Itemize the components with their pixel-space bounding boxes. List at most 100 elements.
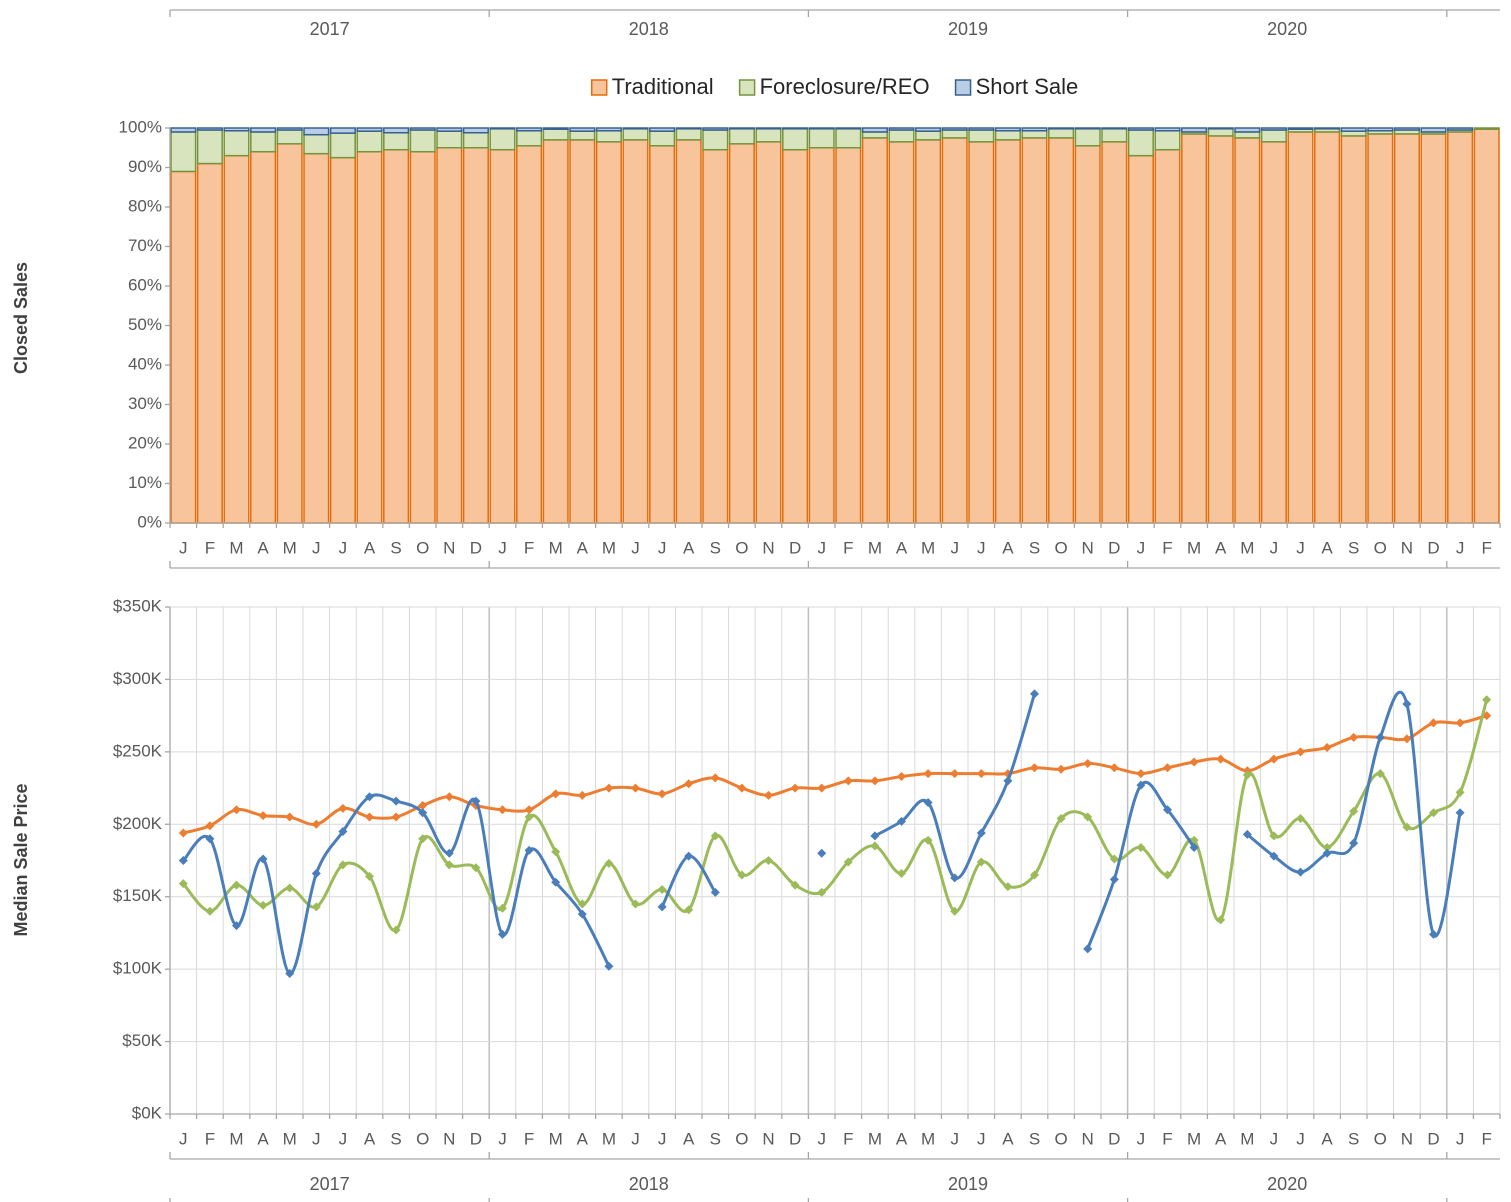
bar-segment [808,128,835,149]
bar-segment [675,128,702,141]
bar-segment [941,129,968,139]
bar-segment [409,150,436,524]
x-tick-label: A [1321,1129,1333,1148]
bar-segment [170,131,197,173]
bar-segment [1314,131,1341,524]
x-tick-label: S [1348,538,1359,557]
x-tick-label: J [977,1129,986,1148]
x-tick-label: M [602,538,616,557]
point-marker [631,783,640,793]
point-marker [285,968,295,978]
point-marker [1056,813,1066,823]
bar-segment [702,129,729,151]
point-marker [1349,838,1359,848]
x-tick-label: A [683,1129,695,1148]
point-marker [524,812,534,822]
x-tick-label: N [443,1129,455,1148]
bar-segment [383,131,410,151]
point-marker [178,856,188,865]
x-tick-label: D [1427,1129,1439,1148]
x-tick-label: J [1137,1129,1146,1148]
bar-segment [170,170,197,524]
bar-segment [1048,137,1075,524]
y-tick-label: 100% [119,117,162,136]
point-marker [1322,848,1332,858]
x-tick-label: J [950,1129,959,1148]
point-marker [285,812,295,822]
point-marker [258,854,268,864]
bar-segment [835,127,862,130]
bar-segment [915,130,942,141]
bar-segment [941,127,968,131]
point-marker [418,800,428,810]
x-tick-label: N [1401,538,1413,557]
bar-segment [1101,127,1128,130]
x-tick-label: M [921,538,935,557]
bar-segment [808,127,835,130]
year-label: 2020 [1267,1174,1307,1194]
bar-segment [888,127,915,131]
bar-segment [276,143,303,524]
x-tick-label: N [762,538,774,557]
point-marker [1163,805,1172,815]
x-tick-label: F [1162,538,1172,557]
point-marker [311,869,321,879]
bar-segment [1367,127,1394,132]
x-tick-label: A [896,538,908,557]
point-marker [1322,743,1332,753]
y-tick-label: 60% [128,275,162,294]
point-marker [790,880,800,890]
x-tick-label: O [1054,538,1067,557]
bar-segment [1314,127,1341,130]
x-tick-label: J [1296,1129,1305,1148]
bar-segment [329,127,356,134]
bar-segment [595,141,622,524]
point-marker [1083,812,1093,822]
x-tick-label: O [1054,1129,1067,1148]
x-tick-label: M [868,1129,882,1148]
x-tick-label: J [817,1129,826,1148]
point-marker [710,887,720,897]
point-marker [604,961,614,971]
x-tick-label: M [549,538,563,557]
bar-segment [1127,154,1154,524]
year-label: 2017 [310,1174,350,1194]
bar-segment [383,148,410,524]
y-tick-label: $0K [132,1103,163,1122]
point-marker [870,831,880,841]
point-marker [1003,776,1013,786]
point-marker [710,773,720,783]
x-tick-label: M [602,1129,616,1148]
bar-segment [1234,127,1261,133]
point-marker [1056,764,1066,774]
point-marker [444,792,454,802]
bar-segment [462,147,489,524]
bar-segment [755,128,782,143]
x-tick-label: A [683,538,695,557]
x-tick-label: A [1215,1129,1227,1148]
point-marker [1109,763,1119,773]
bar-segment [1340,135,1367,524]
x-tick-label: O [416,538,429,557]
point-marker [1083,944,1093,954]
bar-segment [1260,141,1287,524]
x-tick-label: M [283,1129,297,1148]
bar-segment [409,127,436,131]
bar-segment [968,141,995,524]
bar-segment [196,127,223,131]
point-marker [1030,870,1039,880]
x-tick-label: F [205,1129,215,1148]
point-marker [1455,718,1465,728]
bar-segment [1074,127,1101,130]
bar-segment [436,147,463,524]
x-tick-label: M [549,1129,563,1148]
bar-segment [1181,127,1208,133]
point-marker [1269,831,1279,841]
point-marker [976,828,986,838]
point-marker [524,845,534,855]
point-marker [657,789,667,799]
x-tick-label: A [896,1129,908,1148]
bar-segment [994,139,1021,524]
point-marker [205,821,215,831]
